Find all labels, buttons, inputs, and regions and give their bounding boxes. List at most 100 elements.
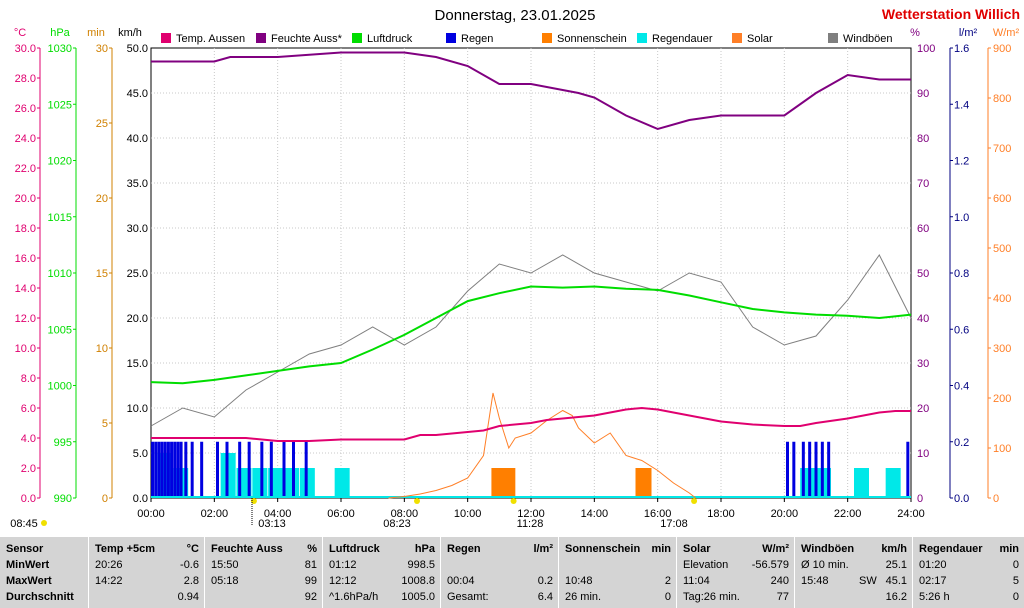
stats-cell-label: 10:48 — [565, 575, 593, 587]
rain-bar — [814, 441, 818, 498]
gridlines — [151, 48, 911, 498]
legend-swatch — [352, 33, 362, 43]
stats-header: Windböen km/h — [795, 541, 913, 557]
rain-bar — [216, 441, 219, 498]
stats-row: Ø 10 min. 25.1 — [795, 557, 913, 573]
rain-bar — [160, 441, 164, 498]
stats-row: 11:04 240 — [677, 573, 795, 589]
stats-row — [559, 557, 677, 573]
stats-cell-label: 05:18 — [211, 575, 239, 587]
stats-title: Luftdruck — [329, 543, 380, 555]
station-name: Wetterstation Willich — [882, 6, 1020, 22]
minutes-unit: min — [87, 27, 105, 39]
stats-cell-value: 0.2 — [537, 575, 553, 587]
temp-axis-tick-label: 30.0 — [15, 43, 36, 55]
solar-axis-tick-label: 400 — [993, 293, 1011, 305]
pressure-axis-tick-label: 1025 — [48, 99, 72, 111]
humidity-axis-tick-label: 40 — [917, 313, 929, 325]
pressure-axis-tick-label: 1000 — [48, 381, 72, 393]
minutes-axis-tick-label: 15 — [96, 268, 108, 280]
sunshine-bar — [499, 468, 516, 498]
stats-row: 10:48 2 — [559, 573, 677, 589]
rain-bar — [163, 441, 167, 498]
stats-row: 00:04 0.2 — [441, 573, 559, 589]
stats-title: Regen — [447, 543, 481, 555]
stats-unit: l/m² — [533, 543, 553, 555]
stats-row: MaxWert — [0, 573, 88, 589]
solar-axis-tick-label: 200 — [993, 393, 1011, 405]
rain-bar — [151, 441, 155, 498]
axes-layer: 30.0 28.0 26.0 24.0 22.0 20.0 18.0 16.0 14.0 12.0… — [10, 27, 1019, 530]
stats-header: Sonnenschein min — [559, 541, 677, 557]
solar-axis-tick-label: 600 — [993, 193, 1011, 205]
stats-row: ^1.6hPa/h 1005.0 — [323, 589, 441, 605]
stats-unit: % — [307, 543, 317, 555]
solar-line — [388, 392, 697, 499]
stats-title: Sonnenschein — [565, 543, 641, 555]
stats-column: Regen l/m² 00:04 0.2 Gesamt: 6.4 — [440, 537, 559, 608]
stats-row: Gesamt: 6.4 — [441, 589, 559, 605]
rain-bar — [157, 441, 161, 498]
stats-header: Regen l/m² — [441, 541, 559, 557]
stats-unit: min — [651, 543, 671, 555]
stats-column: Solar W/m² Elevation -56.579 11:04 240 Tag:26 … — [676, 537, 795, 608]
stats-unit: °C — [186, 543, 199, 555]
temp-axis-tick-label: 4.0 — [21, 433, 36, 445]
solar-axis-tick-label: 900 — [993, 43, 1011, 55]
rain-axis-tick-label: 1.6 — [954, 43, 969, 55]
minutes-axis-tick-label: 30 — [96, 43, 108, 55]
rain-bar — [292, 441, 295, 498]
stats-row: 20:26 -0.6 — [89, 557, 205, 573]
temp-axis-tick-label: 22.0 — [15, 163, 36, 175]
stats-header: Solar W/m² — [677, 541, 795, 557]
stats-cell-label: MinWert — [6, 559, 50, 571]
temp-unit: °C — [14, 27, 26, 39]
sun-marker-dot — [510, 498, 517, 504]
stats-row: 02:17 5 — [913, 573, 1024, 589]
pressure-axis-tick-label: 1030 — [48, 43, 72, 55]
stats-unit: W/m² — [762, 543, 789, 555]
gust-line — [150, 254, 912, 427]
humidity-unit: % — [910, 27, 920, 39]
stats-cell-label: Tag:26 min. — [683, 591, 740, 603]
rain-duration-bar — [252, 468, 268, 498]
stats-cell-label: 12:12 — [329, 575, 357, 587]
rain-axis-tick-label: 0.0 — [954, 493, 969, 505]
legend-label: Luftdruck — [367, 33, 413, 45]
marker-left-dot — [41, 520, 47, 526]
rain-bar — [801, 441, 805, 498]
stats-cell-value: 25.1 — [885, 559, 907, 571]
line-layer — [150, 51, 912, 499]
stats-column: Windböen km/h Ø 10 min. 25.1 15:48 SW 45.1 16.2 — [794, 537, 913, 608]
stats-cell-value: 1008.8 — [401, 575, 435, 587]
time-tick-label: 12:00 — [517, 508, 545, 520]
stats-unit: min — [999, 543, 1019, 555]
stats-table: Sensor MinWert MaxWert Durchschnitt Temp +5c… — [0, 537, 1024, 608]
time-tick-label: 24:00 — [897, 508, 925, 520]
stats-row — [441, 557, 559, 573]
solar-axis-tick-label: 0 — [993, 493, 999, 505]
stats-cell-value: 77 — [776, 591, 789, 603]
pressure-axis-tick-label: 995 — [54, 437, 72, 449]
stats-column: Regendauer min 01:20 0 02:17 5 5:26 h 0 — [912, 537, 1024, 608]
solar-axis-tick-label: 700 — [993, 143, 1011, 155]
temp-axis-tick-label: 10.0 — [15, 343, 36, 355]
stats-cell-value: 99 — [304, 575, 317, 587]
rain-axis-tick-label: 1.4 — [954, 99, 969, 111]
temp-axis-tick-label: 24.0 — [15, 133, 36, 145]
stats-cell-value: 0.94 — [177, 591, 199, 603]
rain-axis-tick-label: 0.8 — [954, 268, 969, 280]
rain-duration-bar — [284, 468, 299, 498]
rain-bar — [260, 441, 264, 498]
rain-bar — [827, 441, 831, 498]
temp-axis-tick-label: 6.0 — [21, 403, 36, 415]
stats-row: 15:50 81 — [205, 557, 323, 573]
rain-bar — [247, 441, 251, 498]
rain-axis-tick-label: 1.0 — [954, 212, 969, 224]
stats-title: Windböen — [801, 543, 855, 555]
stats-row: 15:48 SW 45.1 — [795, 573, 913, 589]
sun-marker-dot — [414, 498, 420, 504]
time-tick-label: 16:00 — [644, 508, 672, 520]
stats-cell-label: MaxWert — [6, 575, 52, 587]
stats-row: 12:12 1008.8 — [323, 573, 441, 589]
